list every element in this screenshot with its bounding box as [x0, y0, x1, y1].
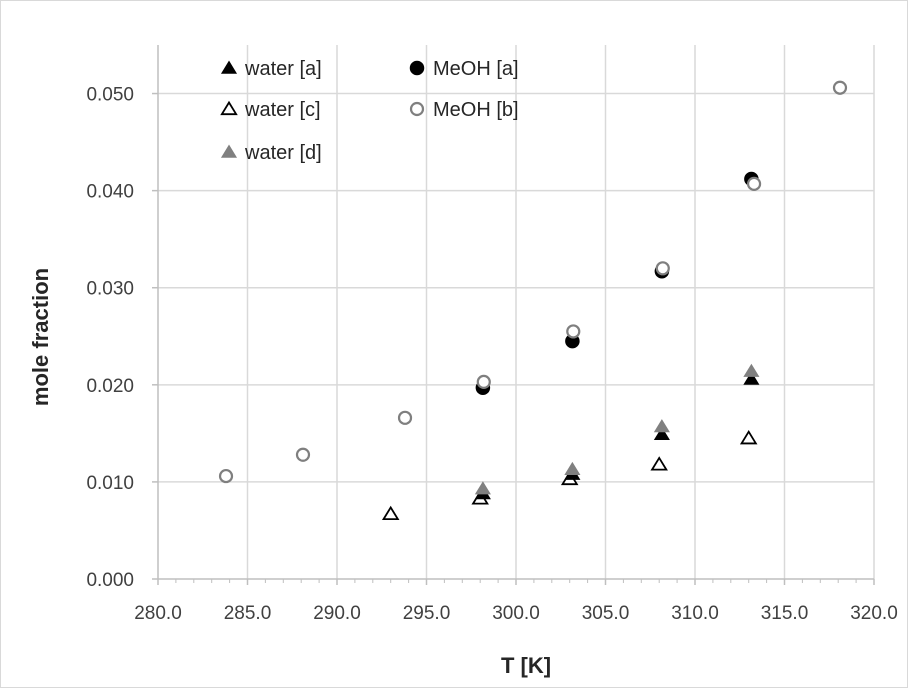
legend-marker-meoh-a: [409, 60, 425, 76]
legend-label-water-d: water [d]: [244, 142, 322, 164]
data-point-water-d: [653, 419, 670, 433]
data-point-meoh-b: [295, 447, 311, 462]
y-tick-label: 0.010: [86, 473, 134, 494]
legend-marker-water-d: [220, 144, 238, 158]
legend-label-water-c: water [c]: [244, 99, 321, 121]
y-tick-label: 0.030: [86, 279, 134, 300]
legend-marker-water-c: [220, 100, 238, 116]
y-tick-label: 0.020: [86, 376, 134, 397]
data-point-meoh-b: [655, 261, 670, 276]
x-tick-label: 280.0: [134, 603, 182, 624]
x-tick-label: 290.0: [313, 603, 361, 624]
data-point-water-a: [743, 371, 760, 385]
data-point-water-d: [743, 363, 760, 377]
legend-label-meoh-a: MeOH [a]: [433, 58, 519, 80]
x-tick-label: 305.0: [582, 603, 630, 624]
x-tick-label: 310.0: [671, 603, 719, 624]
data-point-meoh-b: [832, 80, 848, 95]
data-points: [218, 80, 848, 521]
data-point-meoh-b: [746, 176, 762, 191]
data-point-meoh-b: [566, 324, 581, 339]
legend-marker-meoh-b: [409, 101, 425, 117]
x-tick-label: 315.0: [761, 603, 809, 624]
y-tick-label: 0.000: [86, 570, 134, 591]
x-tick-label: 320.0: [850, 603, 898, 624]
data-point-water-d: [564, 461, 581, 475]
x-tick-label: 295.0: [403, 603, 451, 624]
data-point-water-c: [739, 429, 758, 445]
data-point-water-d: [474, 481, 491, 495]
x-axis-title: T [K]: [501, 653, 551, 678]
x-tick-label: 300.0: [492, 603, 540, 624]
axes: 280.0 285.0 290.0 295.0 300.0 305.0 310.0 315.0…: [86, 45, 898, 624]
data-point-meoh-b: [476, 374, 491, 390]
data-point-water-a: [653, 426, 670, 441]
legend-marker-water-a: [220, 60, 238, 74]
y-axis-title: mole fraction: [28, 268, 53, 406]
legend-label-meoh-b: MeOH [b]: [433, 99, 519, 121]
legend-label-water-a: water [a]: [244, 58, 322, 80]
legend: water [a] MeOH [a] water [c] MeOH [b] water …: [220, 58, 519, 164]
gridlines: [158, 45, 875, 579]
data-point-meoh-b: [218, 468, 234, 484]
data-point-water-c: [650, 456, 668, 471]
x-tick-label: 285.0: [224, 603, 272, 624]
y-tick-label: 0.040: [86, 182, 134, 203]
data-point-water-c: [381, 505, 400, 521]
data-point-meoh-b: [397, 410, 413, 425]
y-tick-label: 0.050: [86, 85, 134, 106]
